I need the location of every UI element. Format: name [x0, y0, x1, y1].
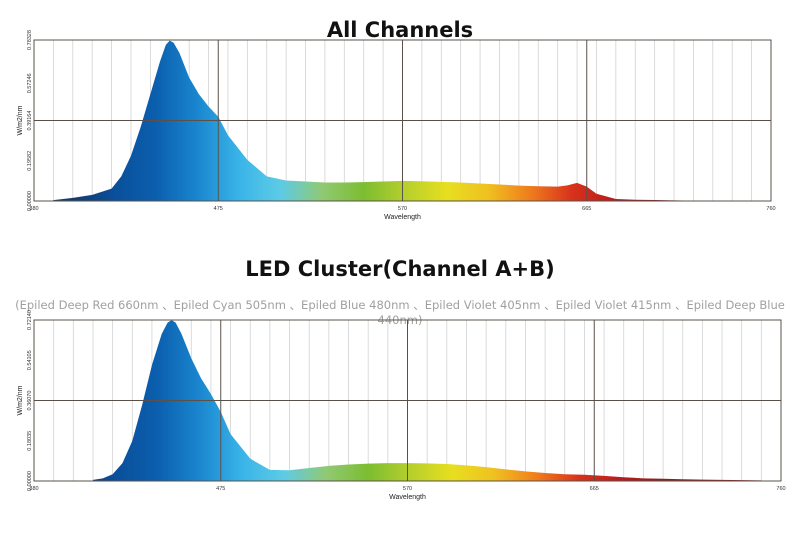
chart-title-all-channels: All Channels — [326, 18, 474, 42]
x-tick-label: 475 — [216, 486, 225, 492]
chart-2: 380 475 570 665 760 0.00000 0.18035 0.36070 0.54… — [17, 310, 786, 501]
x-tick-label: 570 — [398, 206, 407, 212]
x-tick-label: 760 — [776, 486, 785, 492]
y-axis-label: W/m2/nm — [17, 105, 24, 135]
y-tick-label: 0.72140 — [27, 310, 33, 330]
y-tick-label: 0.54105 — [27, 350, 33, 370]
y-tick-label: 0.78328 — [27, 30, 33, 50]
y-tick-label: 0.19582 — [27, 151, 33, 171]
plot-frame — [33, 319, 782, 482]
y-tick-label: 0.00000 — [27, 191, 33, 211]
plot-frame — [33, 39, 772, 202]
x-tick-label: 665 — [590, 486, 599, 492]
chart-title-led-cluster: LED Cluster(Channel A+B) — [245, 257, 555, 281]
x-tick-label: 475 — [214, 206, 223, 212]
y-tick-label: 0.00000 — [27, 471, 33, 491]
spectrum-area — [92, 320, 762, 481]
x-tick-label: 380 — [29, 206, 38, 212]
y-tick-label: 0.57246 — [27, 73, 33, 93]
y-axis-label: W/m2/nm — [17, 385, 24, 415]
x-tick-label: 760 — [766, 206, 775, 212]
spectrum-area — [53, 40, 752, 201]
y-tick-label: 0.39164 — [27, 111, 33, 131]
x-tick-label: 570 — [403, 486, 412, 492]
x-axis-label: Wavelength — [384, 214, 421, 221]
x-tick-label: 380 — [29, 486, 38, 492]
chart-1: 380 475 570 665 760 0.00000 0.19582 0.39164 0.57… — [17, 30, 776, 221]
y-tick-label: 0.36070 — [27, 391, 33, 411]
x-axis-label: Wavelength — [389, 494, 426, 501]
y-tick-label: 0.18035 — [27, 431, 33, 451]
x-tick-label: 665 — [582, 206, 591, 212]
